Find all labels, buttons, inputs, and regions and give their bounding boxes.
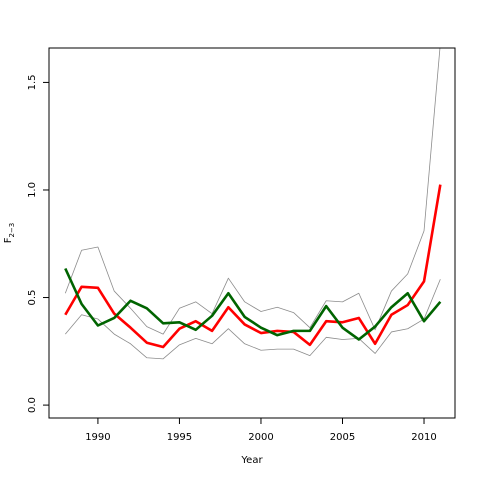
y-tick-label: 1.5 (27, 74, 38, 90)
x-axis: 1990 1995 2000 2005 2010 (85, 418, 437, 443)
x-tick-label: 2005 (330, 432, 355, 443)
series-line-4 (64, 267, 442, 341)
series-line-3 (64, 184, 442, 349)
y-tick-label: 0.5 (27, 290, 38, 306)
y-tick-label: 1.0 (27, 182, 38, 198)
series-line-2 (65, 279, 441, 360)
x-tick-label: 2000 (248, 432, 273, 443)
x-tick-label: 2010 (411, 432, 436, 443)
series-layer (64, 48, 442, 360)
x-axis-label: Year (240, 455, 263, 466)
y-tick-label: 0.0 (27, 397, 38, 413)
x-tick-label: 1995 (167, 432, 192, 443)
y-axis: 0.0 0.5 1.0 1.5 (27, 74, 49, 413)
y-axis-label: F2−3 (3, 223, 16, 244)
plot-frame (48, 47, 456, 419)
y-axis-label-subscript: 2−3 (8, 223, 16, 238)
x-tick-label: 1990 (85, 432, 110, 443)
y-axis-label-main: F (3, 237, 14, 243)
